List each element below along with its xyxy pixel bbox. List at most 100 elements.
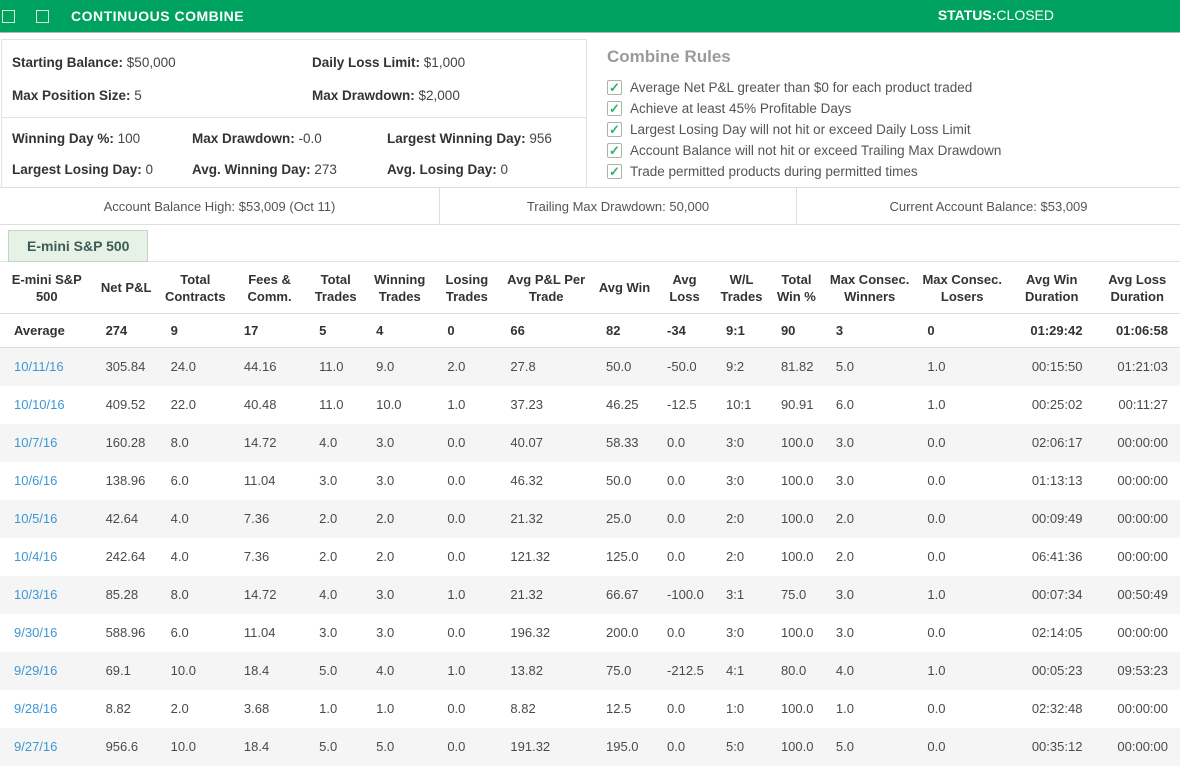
table-cell: 00:00:00	[1117, 625, 1168, 640]
table-cell: 02:06:17	[1031, 435, 1083, 450]
table-cell: 2.0	[376, 511, 395, 526]
date-cell: 9/28/16	[0, 690, 94, 728]
table-cell: 58.33	[606, 435, 639, 450]
column-header: Avg Win Duration	[1024, 271, 1079, 304]
table-cell: 21.32	[510, 587, 543, 602]
combine-parameters: Starting Balance: $50,000 Daily Loss Lim…	[2, 40, 586, 118]
table-cell: 46.25	[606, 397, 639, 412]
table-cell: 81.82	[780, 359, 814, 375]
table-cell: 0.0	[447, 473, 466, 488]
average-cell: 90	[780, 323, 796, 338]
current-account-balance: Current Account Balance: $53,009	[889, 198, 1088, 214]
table-row: 10/3/16 85.28 8.0 14.72 4.0 3.0 1.0 21.32 66.67 -…	[0, 575, 1180, 614]
table-cell: 00:00:00	[1117, 739, 1168, 754]
table-cell: 00:00:00	[1117, 435, 1168, 450]
table-cell: 3:0	[726, 473, 745, 488]
balance-summary-bar: Account Balance High: $53,009 (Oct 11) T…	[0, 187, 1180, 225]
table-cell: 1.0	[319, 701, 338, 716]
date-cell: 9/27/16	[0, 728, 94, 766]
table-cell: 1.0	[927, 359, 946, 375]
table-cell: 3.0	[835, 473, 854, 488]
table-cell: 3.0	[835, 435, 854, 450]
table-cell: 4.0	[170, 511, 189, 526]
average-cell: 82	[606, 323, 621, 338]
table-cell: -212.5	[667, 663, 704, 678]
table-cell: 0.0	[927, 435, 946, 450]
table-cell: 4.0	[170, 549, 189, 564]
table-cell: 21.32	[510, 511, 543, 526]
table-cell: 66.67	[606, 587, 639, 602]
date-link[interactable]: 9/29/16	[14, 663, 58, 678]
table-cell: 0.0	[927, 739, 946, 754]
date-link[interactable]: 10/3/16	[14, 587, 58, 602]
date-link[interactable]: 10/6/16	[14, 473, 58, 488]
date-link[interactable]: 10/4/16	[14, 549, 58, 564]
window-square-icon[interactable]	[2, 9, 15, 23]
table-cell: 1.0	[447, 587, 466, 602]
combine-rules-panel: Combine Rules ✓ Average Net P&L greater t…	[587, 33, 1180, 187]
table-cell: 5.0	[376, 739, 395, 754]
summary-section: Starting Balance: $50,000 Daily Loss Lim…	[0, 33, 1180, 187]
table-cell: 14.72	[243, 435, 277, 450]
table-cell: 0.0	[927, 549, 946, 564]
table-cell: 3.0	[319, 473, 338, 488]
window-square-icon[interactable]	[36, 9, 49, 23]
table-cell: 2.0	[835, 549, 854, 564]
table-cell: 2.0	[319, 549, 338, 564]
date-cell: 10/3/16	[0, 576, 94, 614]
table-cell: 0.0	[667, 511, 686, 526]
table-cell: 10.0	[170, 739, 196, 754]
table-cell: 5.0	[835, 739, 854, 754]
column-header: Max Consec. Winners	[829, 271, 910, 304]
table-cell: 9.0	[376, 359, 395, 375]
table-cell: 3.0	[376, 435, 395, 450]
table-cell: 0.0	[927, 701, 946, 716]
page-title: CONTINUOUS COMBINE	[71, 8, 245, 24]
table-cell: 409.52	[105, 397, 146, 412]
account-parameters-panel: Starting Balance: $50,000 Daily Loss Lim…	[1, 39, 587, 187]
table-row: 9/28/16 8.82 2.0 3.68 1.0 1.0 0.0 8.82 12.5 0.0 1:…	[0, 690, 1180, 728]
table-cell: 6.0	[835, 397, 854, 412]
table-cell: 3:0	[726, 625, 745, 640]
table-cell: 2.0	[447, 359, 466, 375]
table-cell: 11.0	[319, 397, 344, 412]
table-cell: 00:00:00	[1117, 511, 1168, 526]
date-link[interactable]: 9/28/16	[14, 701, 58, 716]
table-cell: 196.32	[510, 625, 551, 640]
column-header: Avg Win	[598, 280, 651, 295]
date-link[interactable]: 9/30/16	[14, 625, 58, 640]
rule-checked-icon: ✓	[607, 122, 622, 137]
stat-avg-winning-day: Avg. Winning Day: 273	[192, 162, 337, 177]
average-row: Average 274 9 17 5 4 0 66 82 -34 9:1 90 3 0 01:29:42 01…	[0, 314, 1180, 348]
table-cell: 13.82	[510, 663, 543, 678]
table-cell: 305.84	[105, 359, 146, 375]
average-cell: 66	[510, 323, 525, 338]
table-cell: 0.0	[667, 701, 686, 716]
stat-starting-balance: Starting Balance: $50,000	[12, 55, 176, 70]
tab-emini-sp500[interactable]: E-mini S&P 500	[8, 230, 149, 262]
daily-stats-table: E-mini S&P 500 Net P&L Total Contracts Fees…	[0, 261, 1180, 766]
table-cell: 00:00:00	[1117, 701, 1168, 716]
table-cell: 12.5	[606, 701, 632, 716]
date-link[interactable]: 10/10/16	[14, 397, 65, 412]
date-link[interactable]: 9/27/16	[14, 739, 58, 754]
table-cell: 0.0	[927, 511, 946, 526]
table-cell: 100.0	[780, 473, 814, 488]
date-link[interactable]: 10/7/16	[14, 435, 58, 450]
average-cell: 3	[835, 323, 844, 338]
table-cell: 00:09:49	[1031, 511, 1083, 526]
table-cell: 01:13:13	[1031, 473, 1083, 488]
table-cell: 27.8	[510, 359, 536, 375]
table-cell: 85.28	[105, 587, 139, 602]
table-cell: 4.0	[376, 663, 395, 678]
table-cell: 00:07:34	[1031, 587, 1083, 602]
date-cell: 10/6/16	[0, 462, 94, 500]
combine-rules-title: Combine Rules	[607, 47, 731, 66]
table-cell: 0.0	[667, 435, 686, 450]
date-link[interactable]: 10/5/16	[14, 511, 58, 526]
table-cell: 8.82	[105, 701, 131, 716]
table-cell: 0.0	[447, 549, 466, 564]
date-link[interactable]: 10/11/16	[14, 359, 64, 375]
table-cell: 00:50:49	[1117, 587, 1168, 602]
rule-item: ✓ Trade permitted products during permitt…	[607, 164, 1180, 179]
